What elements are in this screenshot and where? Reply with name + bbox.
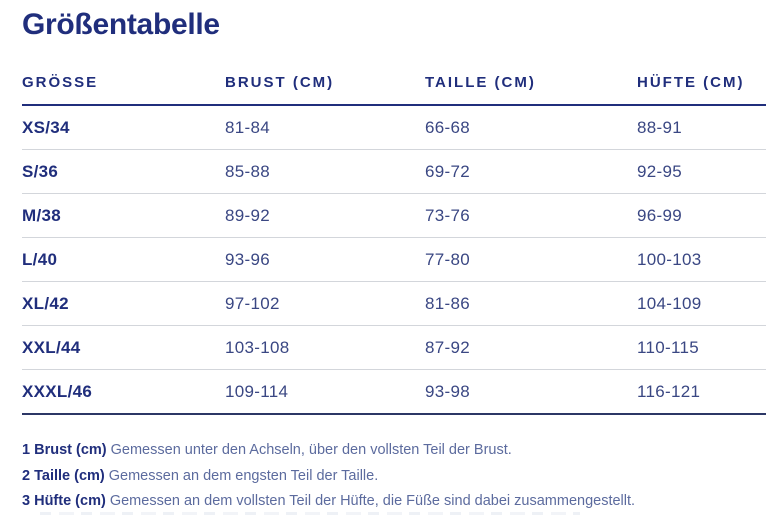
table-row-xs34: XS/34 81-84 66-68 88-91 [22, 106, 766, 150]
huefte-cell: 88-91 [637, 117, 682, 137]
table-row-m38: M/38 89-92 73-76 96-99 [22, 194, 766, 238]
size-cell: XS/34 [22, 117, 70, 137]
brust-cell: 89-92 [225, 205, 270, 225]
size-cell: XXXL/46 [22, 381, 93, 401]
table-header-row: GRÖSSE BRUST (CM) TAILLE (CM) HÜFTE (CM) [22, 74, 766, 106]
brust-cell: 103-108 [225, 337, 290, 357]
note-brust: 1 Brust (cm) Gemessen unter den Achseln,… [22, 438, 766, 464]
note-taille: 2 Taille (cm) Gemessen an dem engsten Te… [22, 464, 766, 490]
note-text-taille: Gemessen an dem engsten Teil der Taille. [108, 467, 379, 484]
huefte-cell: 92-95 [637, 161, 682, 181]
brust-cell: 85-88 [225, 161, 270, 181]
column-header-taille: TAILLE (CM) [425, 74, 536, 91]
table-row-l40: L/40 93-96 77-80 100-103 [22, 238, 766, 282]
taille-cell: 66-68 [425, 117, 470, 137]
size-cell: S/36 [22, 161, 59, 181]
size-table: GRÖSSE BRUST (CM) TAILLE (CM) HÜFTE (CM)… [0, 74, 766, 415]
table-body: XS/34 81-84 66-68 88-91 S/36 85-88 69-72… [22, 106, 766, 415]
column-header-groesse: GRÖSSE [22, 74, 99, 91]
huefte-cell: 100-103 [637, 249, 702, 269]
table-row-xl42: XL/42 97-102 81-86 104-109 [22, 282, 766, 326]
size-cell: XXL/44 [22, 337, 81, 357]
size-cell: L/40 [22, 249, 58, 269]
note-label-taille: 2 Taille (cm) [22, 467, 105, 484]
size-cell: M/38 [22, 205, 61, 225]
note-huefte: 3 Hüfte (cm) Gemessen an dem vollsten Te… [22, 489, 766, 515]
table-row-xxl44: XXL/44 103-108 87-92 110-115 [22, 326, 766, 370]
brust-cell: 81-84 [225, 117, 270, 137]
taille-cell: 73-76 [425, 205, 470, 225]
taille-cell: 81-86 [425, 293, 470, 313]
measurement-notes: 1 Brust (cm) Gemessen unter den Achseln,… [0, 438, 766, 515]
size-cell: XL/42 [22, 293, 69, 313]
note-label-huefte: 3 Hüfte (cm) [22, 493, 106, 509]
taille-cell: 87-92 [425, 337, 470, 357]
note-text-brust: Gemessen unter den Achseln, über den vol… [110, 442, 512, 458]
huefte-cell: 110-115 [637, 337, 699, 357]
huefte-cell: 96-99 [637, 205, 682, 225]
huefte-cell: 116-121 [637, 381, 701, 401]
column-header-huefte: HÜFTE (CM) [637, 74, 745, 91]
huefte-cell: 104-109 [637, 293, 702, 313]
table-row-s36: S/36 85-88 69-72 92-95 [22, 150, 766, 194]
note-label-brust: 1 Brust (cm) [22, 442, 107, 458]
taille-cell: 69-72 [425, 161, 470, 181]
taille-cell: 93-98 [425, 381, 470, 401]
brust-cell: 109-114 [225, 381, 289, 401]
column-header-brust: BRUST (CM) [225, 74, 335, 91]
brust-cell: 97-102 [225, 293, 280, 313]
taille-cell: 77-80 [425, 249, 470, 269]
brust-cell: 93-96 [225, 249, 270, 269]
cutoff-next-line-sliver [40, 512, 580, 515]
table-row-xxxl46: XXXL/46 109-114 93-98 116-121 [22, 370, 766, 415]
note-text-huefte: Gemessen an dem vollsten Teil der Hüfte,… [109, 493, 636, 509]
page-title: Größentabelle [22, 8, 220, 41]
